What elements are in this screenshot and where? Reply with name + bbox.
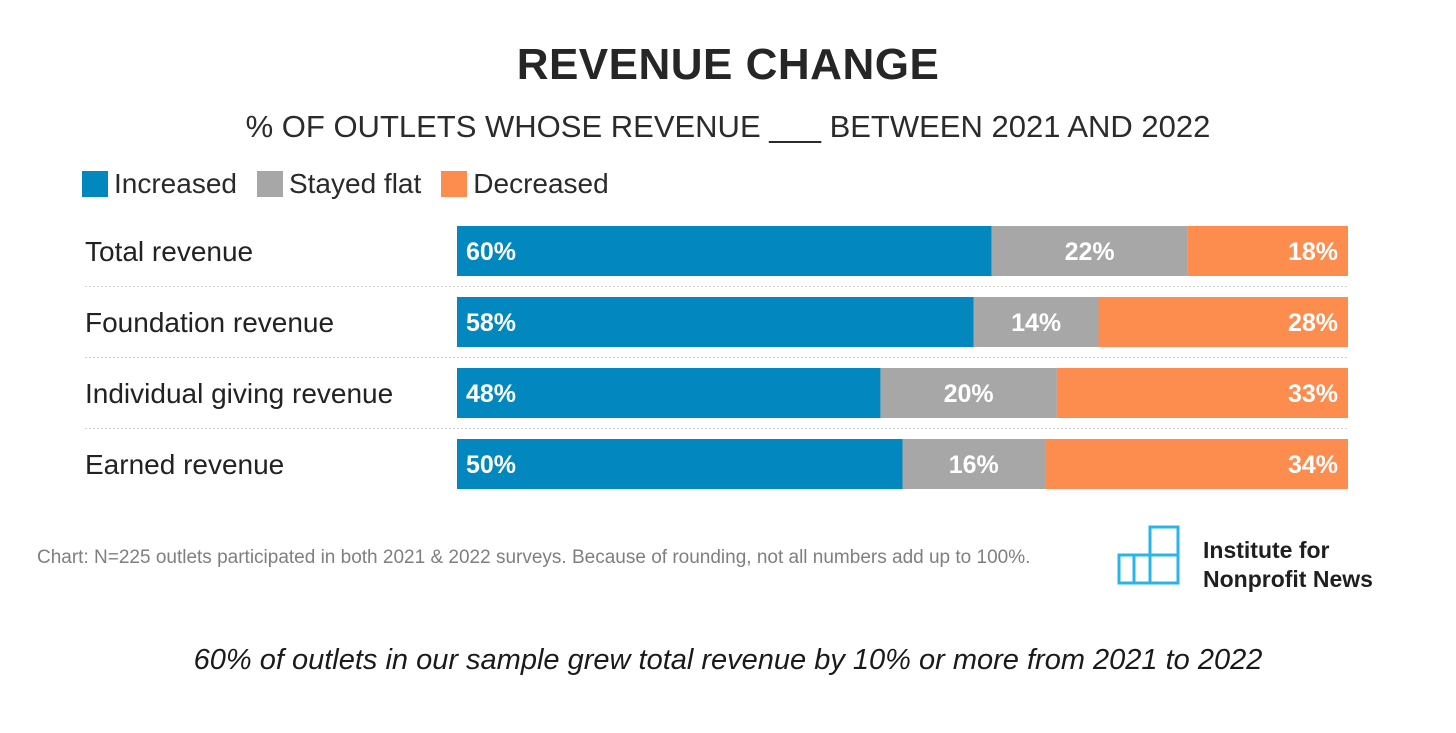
chart-footnote: Chart: N=225 outlets participated in bot… (37, 547, 1031, 568)
data-label-individual-giving-revenue-stayed-flat: 20% (944, 380, 994, 408)
data-label-individual-giving-revenue-decreased: 33% (1288, 380, 1338, 408)
data-label-foundation-revenue-decreased: 28% (1288, 309, 1338, 337)
bar-individual-giving-revenue-increased (457, 368, 881, 418)
data-label-total-revenue-stayed-flat: 22% (1065, 238, 1115, 266)
legend-item-decreased: Decreased (441, 168, 609, 200)
bar-total-revenue-decreased (1187, 226, 1348, 276)
bar-total-revenue-stayed-flat (991, 226, 1188, 276)
bar-earned-revenue-stayed-flat (902, 439, 1046, 489)
data-label-earned-revenue-increased: 50% (466, 451, 516, 479)
logo-line-2: Nonprofit News (1203, 566, 1373, 592)
bar-individual-giving-revenue-stayed-flat (880, 368, 1057, 418)
legend-item-stayed-flat: Stayed flat (256, 168, 422, 200)
stacked-squares-logo-icon (1117, 525, 1180, 585)
bar-total-revenue-increased (457, 226, 992, 276)
logo-line-1: Institute for (1203, 537, 1330, 563)
bar-earned-revenue-decreased (1045, 439, 1348, 489)
legend-swatch-stayed-flat (256, 171, 283, 197)
category-label-total-revenue: Total revenue (85, 236, 253, 267)
bar-individual-giving-revenue-decreased (1056, 368, 1348, 418)
chart-caption: 60% of outlets in our sample grew total … (193, 644, 1263, 676)
legend-item-increased: Increased (82, 168, 237, 200)
legend-label-stayed-flat: Stayed flat (288, 168, 422, 199)
legend-label-decreased: Decreased (473, 168, 609, 199)
data-label-total-revenue-decreased: 18% (1288, 238, 1338, 266)
bar-foundation-revenue-increased (457, 297, 974, 347)
legend-label-increased: Increased (114, 168, 237, 199)
data-label-earned-revenue-stayed-flat: 16% (949, 451, 999, 479)
logo-text: Institute for Nonprofit News (1203, 536, 1373, 594)
category-label-foundation-revenue: Foundation revenue (85, 307, 334, 338)
data-label-total-revenue-increased: 60% (466, 238, 516, 266)
data-label-foundation-revenue-increased: 58% (466, 309, 516, 337)
data-label-foundation-revenue-stayed-flat: 14% (1011, 309, 1061, 337)
bar-foundation-revenue-stayed-flat (973, 297, 1099, 347)
chart-legend: Increased Stayed flat Decreased (82, 166, 629, 202)
data-label-earned-revenue-decreased: 34% (1288, 451, 1338, 479)
category-label-individual-giving-revenue: Individual giving revenue (85, 378, 393, 409)
category-label-earned-revenue: Earned revenue (85, 449, 284, 480)
data-label-individual-giving-revenue-increased: 48% (466, 380, 516, 408)
stacked-bar-chart: Total revenue 60% 22% 18% Foundation revenue… (85, 226, 1348, 489)
bar-earned-revenue-increased (457, 439, 903, 489)
legend-swatch-increased (82, 171, 108, 197)
chart-subtitle: % OF OUTLETS WHOSE REVENUE ___ BETWEEN 2… (245, 109, 1211, 144)
legend-swatch-decreased (441, 171, 468, 197)
chart-title: REVENUE CHANGE (516, 40, 940, 89)
bar-foundation-revenue-decreased (1098, 297, 1348, 347)
